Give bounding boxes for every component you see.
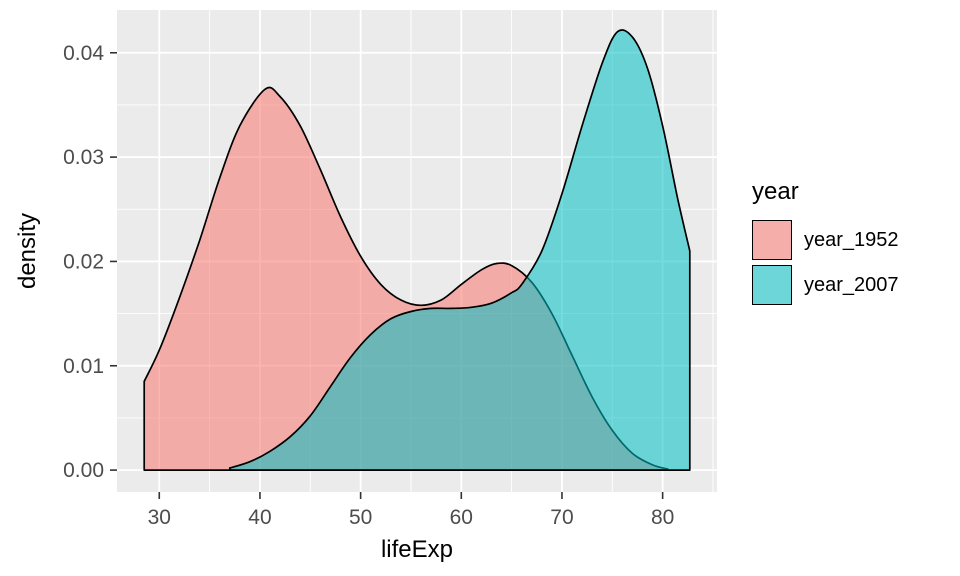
y-tick-label: 0.01 (63, 355, 104, 378)
legend-item-year_2007: year_2007 (752, 265, 952, 305)
legend-key-swatch (752, 220, 792, 260)
legend: year year_1952 year_2007 (752, 178, 952, 310)
y-tick-label: 0.03 (63, 146, 104, 169)
x-tick-label: 60 (450, 506, 473, 529)
x-tick-label: 30 (148, 506, 171, 529)
legend-label: year_1952 (804, 228, 899, 251)
x-axis-title: lifeExp (380, 536, 454, 563)
density-area-year_2007 (228, 29, 691, 471)
legend-key-fill (752, 265, 792, 305)
legend-item-year_1952: year_1952 (752, 220, 952, 260)
y-tick-label: 0.00 (63, 459, 104, 482)
legend-label: year_2007 (804, 273, 899, 296)
x-tick-label: 80 (651, 506, 674, 529)
y-axis-title: density (14, 212, 41, 290)
x-tick-label: 70 (550, 506, 573, 529)
y-tick-label: 0.02 (63, 250, 104, 273)
legend-key-fill (752, 220, 792, 260)
y-tick-label: 0.04 (63, 42, 104, 65)
legend-key-swatch (752, 265, 792, 305)
legend-items: year_1952 year_2007 (752, 220, 952, 305)
x-tick-label: 40 (248, 506, 271, 529)
legend-title: year (752, 178, 799, 205)
x-tick-label: 50 (349, 506, 372, 529)
